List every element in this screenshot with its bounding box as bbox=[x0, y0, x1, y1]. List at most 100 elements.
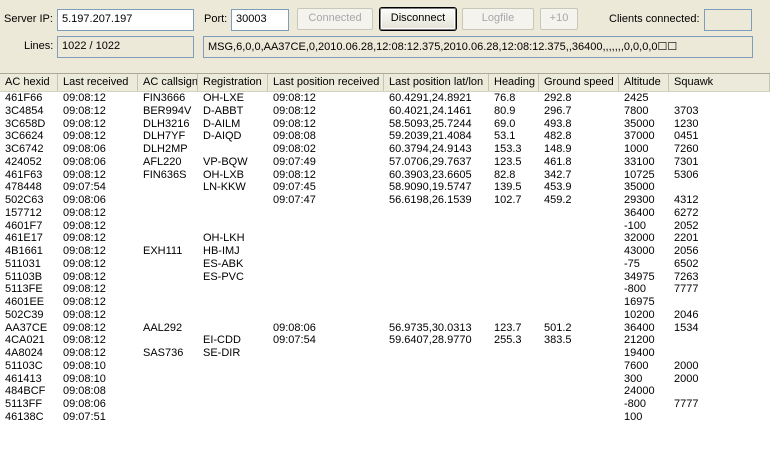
table-row[interactable]: 478448 09:07:54 LN-KKW 09:07:45 58.9090,19.5… bbox=[0, 181, 770, 194]
table-cell: 461E17 bbox=[5, 232, 43, 245]
table-cell: 09:07:45 bbox=[273, 181, 316, 194]
table-cell bbox=[384, 309, 489, 322]
table-row[interactable]: 51103C 09:08:10 7600 2000 bbox=[0, 360, 770, 373]
table-cell: 6272 bbox=[674, 206, 699, 219]
table-row[interactable]: 5113FE 09:08:12 -800 7777 bbox=[0, 283, 770, 296]
table-cell bbox=[669, 385, 770, 398]
table-cell: 453.9 bbox=[544, 181, 572, 194]
table-cell bbox=[138, 296, 198, 309]
column-header[interactable]: Squawk bbox=[669, 74, 770, 91]
column-header[interactable]: Altitude bbox=[619, 74, 669, 91]
table-cell: -75 bbox=[624, 257, 640, 270]
table-cell bbox=[489, 207, 539, 220]
table-cell bbox=[489, 245, 539, 258]
table-cell bbox=[539, 347, 619, 360]
table-row[interactable]: 4601F7 09:08:12 -100 2052 bbox=[0, 220, 770, 233]
table-cell bbox=[138, 360, 198, 373]
table-row[interactable]: 511031 09:08:12 ES-ABK -75 6502 bbox=[0, 258, 770, 271]
table-row[interactable]: 4601EE 09:08:12 16975 bbox=[0, 296, 770, 309]
table-cell: 09:07:54 bbox=[273, 334, 316, 347]
table-cell bbox=[268, 373, 384, 386]
column-header[interactable]: AC hexid bbox=[0, 74, 58, 91]
table-cell: 58.9090,19.5747 bbox=[389, 181, 472, 194]
table-cell bbox=[138, 411, 198, 424]
table-row[interactable]: 3C658D 09:08:12 DLH3216 D-AILM 09:08:12 58.50… bbox=[0, 118, 770, 131]
connected-button[interactable]: Connected bbox=[297, 8, 373, 30]
table-cell bbox=[489, 258, 539, 271]
table-cell: EXH111 bbox=[143, 245, 183, 257]
table-row[interactable]: 502C39 09:08:12 10200 2046 bbox=[0, 309, 770, 322]
table-cell bbox=[489, 232, 539, 245]
table-row[interactable]: 461F63 09:08:12 FIN636S OH-LXB 09:08:12 60.39… bbox=[0, 169, 770, 182]
table-cell: 424052 bbox=[5, 155, 42, 168]
table-cell: 09:08:12 bbox=[63, 270, 106, 283]
table-row[interactable]: 461413 09:08:10 300 2000 bbox=[0, 373, 770, 386]
table-row[interactable]: 157712 09:08:12 36400 6272 bbox=[0, 207, 770, 220]
table-cell: 255.3 bbox=[494, 334, 522, 347]
table-row[interactable]: 461E17 09:08:12 OH-LKH 32000 2201 bbox=[0, 232, 770, 245]
table-row[interactable]: AA37CE 09:08:12 AAL292 09:08:06 56.9735,30.0… bbox=[0, 322, 770, 335]
table-cell bbox=[268, 207, 384, 220]
table-row[interactable]: 3C6742 09:08:06 DLH2MP 09:08:02 60.3794,24.9… bbox=[0, 143, 770, 156]
table-cell bbox=[384, 296, 489, 309]
plus10-button[interactable]: +10 bbox=[540, 8, 578, 30]
table-row[interactable]: 5113FF 09:08:06 -800 7777 bbox=[0, 398, 770, 411]
table-cell: 09:07:47 bbox=[273, 194, 316, 206]
table-cell bbox=[198, 207, 268, 220]
column-header[interactable]: Heading bbox=[489, 74, 539, 91]
table-cell: 4312 bbox=[674, 194, 699, 206]
table-cell: 3703 bbox=[674, 104, 699, 117]
table-row[interactable]: 3C6624 09:08:12 DLH7YF D-AIQD 09:08:08 59.203… bbox=[0, 130, 770, 143]
table-row[interactable]: 424052 09:08:06 AFL220 VP-BQW 09:07:49 57.070… bbox=[0, 156, 770, 169]
table-cell: 09:08:12 bbox=[63, 296, 106, 308]
column-header[interactable]: Registration bbox=[198, 74, 268, 91]
table-cell bbox=[198, 296, 268, 309]
table-cell bbox=[539, 245, 619, 258]
table-row[interactable]: 46138C 09:07:51 100 bbox=[0, 411, 770, 424]
table-cell: LN-KKW bbox=[203, 181, 246, 194]
table-cell: 2052 bbox=[674, 219, 699, 232]
table-cell bbox=[198, 322, 268, 335]
table-row[interactable]: 502C63 09:08:06 09:07:47 56.6198,26.1539 102… bbox=[0, 194, 770, 207]
table-cell bbox=[489, 347, 539, 360]
table-row[interactable]: 3C4854 09:08:12 BER994V D-ABBT 09:08:12 60.40… bbox=[0, 105, 770, 118]
table-cell: 82.8 bbox=[494, 168, 516, 181]
column-header[interactable]: Last received bbox=[58, 74, 138, 91]
table-row[interactable]: 4CA021 09:08:12 EI-CDD 09:07:54 59.6407,28.9… bbox=[0, 334, 770, 347]
table-row[interactable]: 4B1661 09:08:12 EXH111 HB-IMJ 43000 2056 bbox=[0, 245, 770, 258]
table-row[interactable]: 484BCF 09:08:08 24000 bbox=[0, 385, 770, 398]
table-cell: 383.5 bbox=[544, 334, 572, 347]
table-cell bbox=[384, 232, 489, 245]
logfile-button[interactable]: Logfile bbox=[462, 8, 534, 30]
column-header[interactable]: Ground speed bbox=[539, 74, 619, 91]
table-cell: 478448 bbox=[5, 181, 42, 194]
table-row[interactable]: 461F66 09:08:12 FIN3666 OH-LXE 09:08:12 60.42… bbox=[0, 92, 770, 105]
disconnect-button[interactable]: Disconnect bbox=[380, 8, 456, 30]
column-header[interactable]: Last position received bbox=[268, 74, 384, 91]
table-cell: OH-LXE bbox=[203, 92, 244, 104]
table-cell: 09:08:12 bbox=[63, 245, 106, 257]
table-cell bbox=[539, 271, 619, 284]
table-cell: ES-PVC bbox=[203, 270, 244, 283]
table-cell: 76.8 bbox=[494, 92, 516, 104]
column-header[interactable]: AC callsign bbox=[138, 74, 198, 91]
table-cell bbox=[268, 309, 384, 322]
aircraft-list[interactable]: AC hexid Last received AC callsign Registra… bbox=[0, 73, 770, 463]
table-cell: 56.9735,30.0313 bbox=[389, 321, 472, 334]
table-row[interactable]: 4A8024 09:08:12 SAS736 SE-DIR 19400 bbox=[0, 347, 770, 360]
port-field[interactable]: 30003 bbox=[231, 9, 289, 31]
table-cell: D-AILM bbox=[203, 117, 241, 130]
table-cell bbox=[384, 258, 489, 271]
table-cell bbox=[268, 385, 384, 398]
table-cell bbox=[669, 411, 770, 424]
table-cell: 51103B bbox=[5, 270, 43, 283]
table-cell: 09:08:08 bbox=[63, 385, 106, 398]
table-cell: 461F66 bbox=[5, 92, 43, 104]
table-cell: 5113FE bbox=[5, 283, 43, 296]
table-row[interactable]: 51103B 09:08:12 ES-PVC 34975 7263 bbox=[0, 271, 770, 284]
table-cell: 09:07:54 bbox=[63, 181, 106, 194]
server-ip-field[interactable]: 5.197.207.197 bbox=[57, 9, 194, 31]
table-cell: 7777 bbox=[674, 398, 699, 410]
table-cell: 35000 bbox=[624, 117, 655, 130]
column-header[interactable]: Last position lat/lon bbox=[384, 74, 489, 91]
